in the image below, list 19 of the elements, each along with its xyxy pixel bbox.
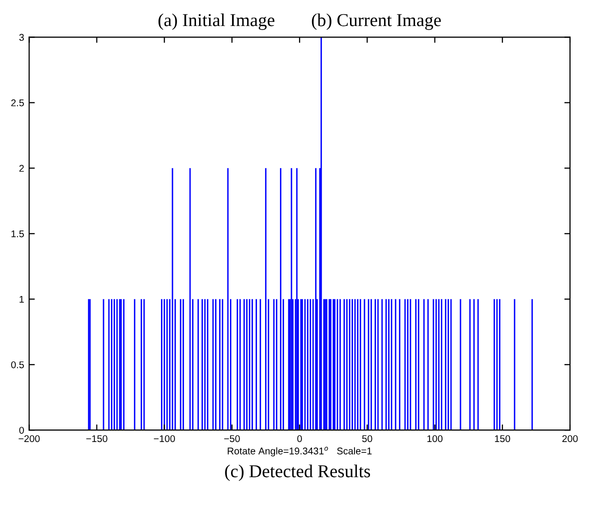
y-tick-label: 0.5 [11,361,24,368]
y-tick-label: 1.5 [12,230,24,238]
y-tick-label: 0 [19,426,24,434]
x-tick-label: −100 [154,435,175,442]
x-tick-label: −150 [86,435,108,442]
x-tick-label: 0 [297,435,302,442]
text: Rotate Angle=19.3431$^{o}$ Scale=1 [228,446,372,456]
x-tick-label: −200 [18,435,40,442]
text: (c) Detected Results [225,464,370,481]
y-tick-label: 3 [19,34,24,41]
chart-title: (a) Initial Image (b) Current Image [158,14,441,30]
x-tick-label: 200 [562,435,578,442]
x-tick-label: 150 [495,435,510,442]
x-tick-label: −50 [224,435,240,442]
x-tick-label: 50 [362,435,372,442]
x-tick-label: 100 [427,435,443,442]
y-tick-label: 2 [19,164,24,172]
y-tick-label: 2.5 [11,99,24,106]
y-tick-label: 1 [20,296,24,303]
